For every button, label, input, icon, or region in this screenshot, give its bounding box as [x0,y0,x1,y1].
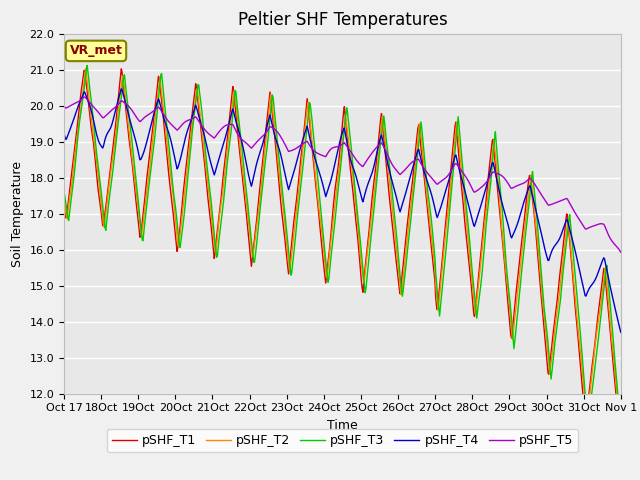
pSHF_T3 [214,246,222,252]
Legend: pSHF_T1, pSHF_T2, pSHF_T3, pSHF_T4, pSHF_T5: pSHF_T1, pSHF_T2, pSHF_T3, pSHF_T4, pSHF… [107,429,578,452]
pSHF_T5 [185,117,193,123]
pSHF_T4 [60,131,68,137]
Title: Peltier SHF Temperatures: Peltier SHF Temperatures [237,11,447,29]
pSHF_T4 [118,86,125,92]
Text: VR_met: VR_met [70,44,122,58]
pSHF_T3 [83,62,91,68]
pSHF_T1 [411,155,419,161]
pSHF_T5 [70,101,78,107]
pSHF_T2 [70,159,78,165]
pSHF_T2 [428,231,435,237]
X-axis label: Time: Time [327,419,358,432]
pSHF_T2 [82,66,90,72]
pSHF_T2 [128,155,136,161]
pSHF_T3 [60,188,68,194]
pSHF_T3 [411,179,419,185]
pSHF_T3 [128,140,136,146]
pSHF_T4 [428,190,435,196]
pSHF_T5 [411,157,419,163]
pSHF_T5 [214,130,222,136]
pSHF_T4 [617,329,625,335]
pSHF_T3 [617,427,625,433]
pSHF_T3 [185,166,193,171]
pSHF_T2 [60,196,68,202]
pSHF_T1 [118,66,125,72]
pSHF_T2 [411,169,419,175]
pSHF_T3 [70,173,78,179]
pSHF_T4 [70,115,78,121]
pSHF_T4 [214,159,222,165]
pSHF_T1 [617,447,625,453]
pSHF_T5 [128,108,136,113]
pSHF_T1 [185,141,193,146]
pSHF_T2 [185,152,193,157]
Y-axis label: Soil Temperature: Soil Temperature [11,161,24,266]
pSHF_T4 [411,157,419,163]
pSHF_T5 [80,94,88,100]
pSHF_T2 [617,438,625,444]
Line: pSHF_T1: pSHF_T1 [64,69,621,450]
pSHF_T5 [428,174,435,180]
pSHF_T1 [128,160,136,166]
pSHF_T4 [185,124,193,130]
Line: pSHF_T2: pSHF_T2 [64,69,621,441]
Line: pSHF_T3: pSHF_T3 [64,65,621,430]
pSHF_T3 [428,214,435,220]
pSHF_T1 [428,241,435,247]
pSHF_T5 [60,103,68,108]
pSHF_T1 [214,221,222,227]
pSHF_T4 [128,125,136,131]
pSHF_T5 [617,250,625,255]
Line: pSHF_T5: pSHF_T5 [64,97,621,252]
pSHF_T1 [70,151,78,156]
pSHF_T2 [214,227,222,233]
Line: pSHF_T4: pSHF_T4 [64,89,621,332]
pSHF_T1 [60,199,68,205]
